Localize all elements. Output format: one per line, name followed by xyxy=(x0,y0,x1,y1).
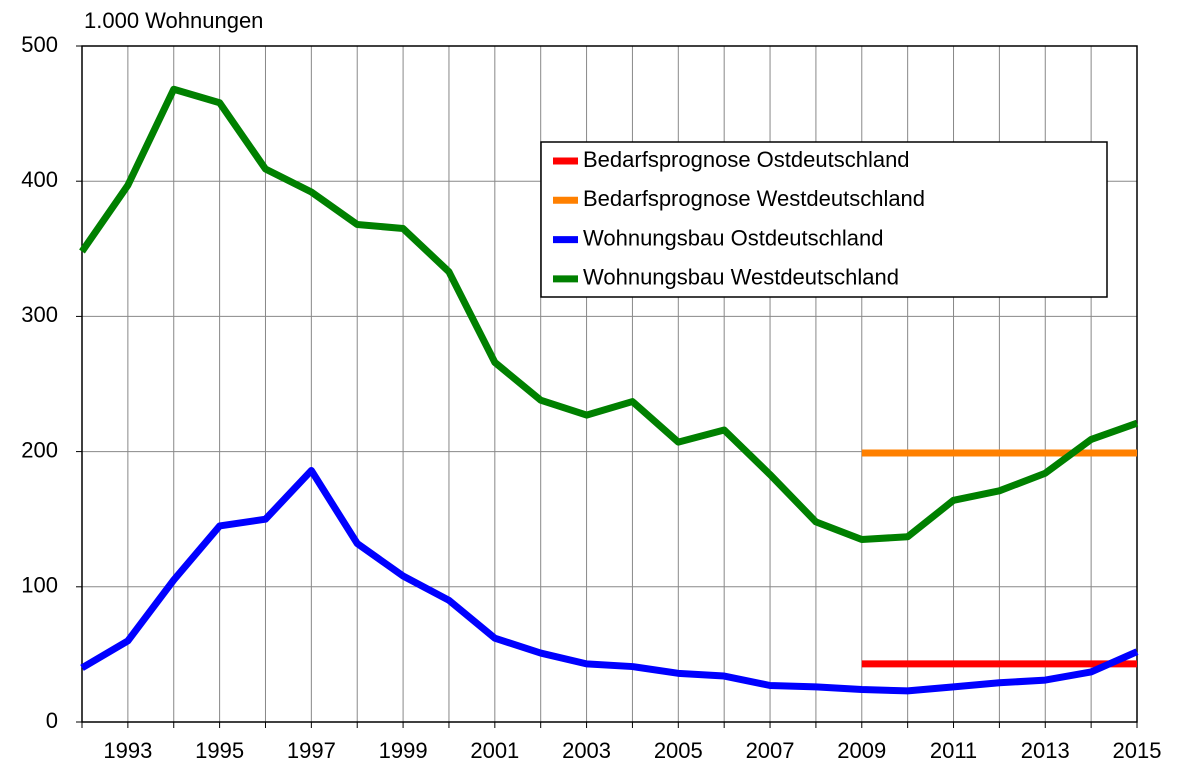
x-tick-label: 1995 xyxy=(195,738,244,763)
y-axis-label: 1.000 Wohnungen xyxy=(84,8,263,33)
x-tick-label: 2013 xyxy=(1021,738,1070,763)
x-tick-label: 1999 xyxy=(379,738,428,763)
y-tick-label: 0 xyxy=(46,708,58,733)
x-tick-label: 2009 xyxy=(837,738,886,763)
x-tick-label: 1997 xyxy=(287,738,336,763)
y-tick-label: 500 xyxy=(21,32,58,57)
y-tick-label: 100 xyxy=(21,573,58,598)
x-tick-label: 2001 xyxy=(470,738,519,763)
x-tick-label: 2007 xyxy=(746,738,795,763)
legend-box xyxy=(540,141,1108,298)
legend-label: Wohnungsbau Ostdeutschland xyxy=(583,225,883,250)
legend-label: Wohnungsbau Westdeutschland xyxy=(583,265,899,290)
x-tick-label: 2005 xyxy=(654,738,703,763)
y-tick-label: 400 xyxy=(21,167,58,192)
series-line xyxy=(79,85,1139,543)
x-tick-label: 1993 xyxy=(103,738,152,763)
x-tick-label: 2015 xyxy=(1113,738,1162,763)
series-line xyxy=(80,467,1139,695)
x-tick-label: 2011 xyxy=(930,738,977,763)
legend: Bedarfsprognose Ostdeutschland Bedarfspro… xyxy=(540,141,1108,298)
plot-frame xyxy=(81,45,1138,723)
y-tick-label: 300 xyxy=(21,302,58,327)
y-tick-label: 200 xyxy=(21,437,58,462)
x-tick-label: 2003 xyxy=(562,738,611,763)
legend-label: Bedarfsprognose Westdeutschland xyxy=(583,186,925,211)
legend-label: Bedarfsprognose Ostdeutschland xyxy=(583,147,910,172)
